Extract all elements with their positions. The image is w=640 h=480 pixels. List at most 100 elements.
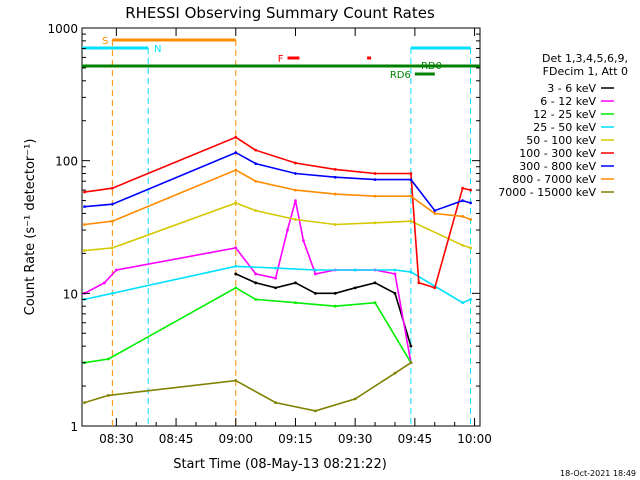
series-point [234,264,238,268]
flag-label-rd0: RD0 [421,61,442,72]
legend: Det 1,3,4,5,6,9,FDecim 1, Att 0 3 - 6 keV… [498,52,628,199]
series-point [294,301,297,305]
footer-timestamp: 18-Oct-2021 18:49 [560,469,636,478]
legend-entry: 25 - 50 keV [533,121,596,134]
flag-bars: S N F RD0 RD6 [82,36,480,426]
series-point [409,194,413,198]
series-point [333,304,337,308]
series-point [234,286,238,290]
series-point [461,301,465,305]
series-line-5 [84,136,471,289]
series-point [409,344,413,348]
series-point [254,298,258,301]
data-series [83,135,472,413]
legend-entry: 100 - 300 keV [519,147,596,160]
series-point [333,223,337,226]
y-tick-label: 1 [70,420,78,434]
legend-entry: 7000 - 15000 keV [498,186,596,199]
axes: 08:30 08:45 09:00 09:15 09:30 09:45 10:00 1 10 10… [47,22,491,446]
series-point [313,291,317,295]
y-tick-label: 1000 [47,22,78,36]
y-axis-label: Count Rate (s⁻¹ detector⁻¹) [23,139,38,316]
legend-entry: 12 - 25 keV [533,108,596,121]
series-point [393,268,397,272]
x-tick-label: 09:45 [398,432,433,446]
legend-title: FDecim 1, Att 0 [543,65,628,78]
series-point [469,218,472,221]
series-point [234,151,238,155]
series-point [274,401,277,405]
series-point [83,223,86,226]
series-point [461,199,465,203]
series-point [234,246,238,250]
series-point [433,286,437,290]
series-point [409,178,413,181]
x-tick-label: 10:00 [457,432,492,446]
series-point [461,215,465,218]
series-point [114,268,118,272]
series-point [302,239,305,242]
series-point [373,301,377,305]
y-tick-label: 10 [63,287,78,301]
series-point [110,186,114,190]
series-point [294,199,297,203]
series-point [333,291,337,295]
series-point [469,188,472,192]
series-point [393,291,397,295]
series-point [107,394,110,397]
series-point [234,201,238,205]
series-point [294,172,297,175]
series-point [461,186,465,190]
legend-entry: 50 - 100 keV [526,134,596,147]
series-point [409,172,413,175]
series-point [110,219,114,223]
series-point [110,291,114,295]
series-point [469,298,472,301]
series-point [353,268,357,272]
series-line-2 [84,286,412,364]
series-point [353,286,357,290]
series-point [393,371,397,375]
series-point [234,272,238,276]
series-point [409,270,413,274]
series-line-1 [84,200,412,363]
series-line-7 [84,169,471,226]
series-point [254,281,258,285]
series-point [83,190,86,194]
series-point [294,281,297,285]
series-point [373,178,377,181]
series-point [110,202,114,206]
series-point [409,361,413,365]
series-point [110,246,114,250]
legend-entry: 300 - 800 keV [519,160,596,173]
series-line-4 [84,202,471,252]
flag-label-s: S [102,36,108,47]
series-point [333,192,337,196]
series-point [373,194,377,198]
series-point [254,162,258,166]
series-point [83,249,86,252]
series-point [274,276,277,280]
series-point [393,272,397,276]
x-tick-label: 09:00 [218,432,253,446]
series-point [353,397,357,401]
series-point [313,272,317,276]
series-point [417,281,421,285]
series-point [286,228,289,232]
series-point [254,272,258,276]
series-point [313,409,317,413]
series-point [373,172,377,175]
series-point [234,379,238,382]
series-point [254,209,258,213]
legend-entry: 3 - 6 keV [547,82,596,95]
series-point [294,218,297,221]
series-point [373,221,377,225]
x-tick-label: 08:45 [159,432,194,446]
series-point [83,205,86,209]
legend-title: Det 1,3,4,5,6,9, [542,52,628,65]
chart-title: RHESSI Observing Summary Count Rates [125,4,435,22]
series-point [469,246,472,250]
series-point [313,268,317,272]
series-point [294,161,297,165]
